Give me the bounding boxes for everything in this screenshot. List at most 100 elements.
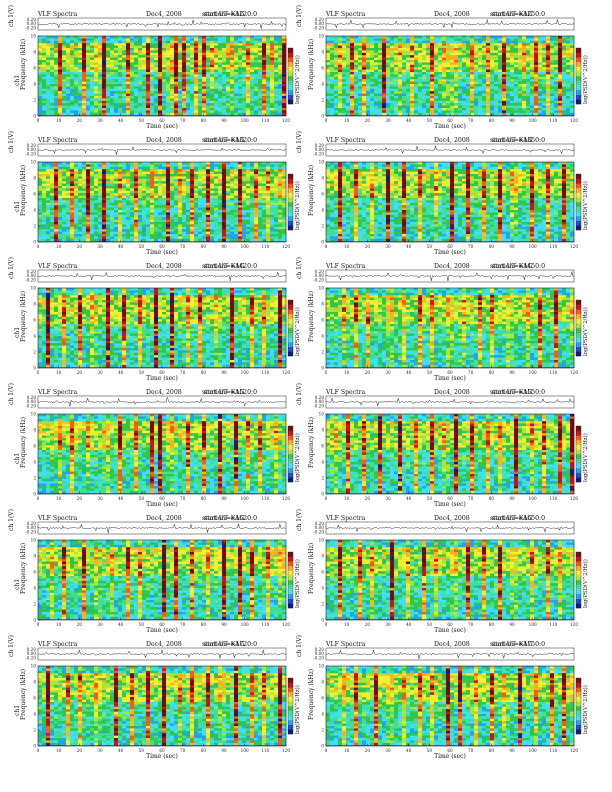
spectrogram-cell (458, 77, 462, 80)
spectrogram-cell (58, 196, 62, 199)
spectrogram-cell (230, 91, 234, 94)
spectrogram-cell (154, 89, 158, 92)
spectrogram-cell (450, 98, 454, 101)
spectrogram-cell (150, 82, 154, 85)
spectrogram-cell (122, 46, 126, 49)
spectrogram-cell (506, 60, 510, 63)
spectrogram-cell (78, 67, 82, 70)
spectrogram-cell (534, 89, 538, 92)
spectrogram-cell (462, 62, 466, 65)
spectrogram-cell (38, 172, 42, 175)
spectrogram-cell (418, 82, 422, 85)
spectrogram-cell (42, 222, 46, 225)
spectrogram-cell (62, 94, 66, 97)
spectrogram-cell (374, 106, 378, 109)
spectrogram-cell (462, 106, 466, 109)
spectrogram-cell (546, 113, 550, 116)
spectrogram-cell (354, 103, 358, 106)
spectrogram-cell (206, 108, 210, 111)
spectrogram-cell (550, 50, 554, 53)
spectrogram-cell (562, 91, 566, 94)
spectrogram-cell (446, 82, 450, 85)
spectrogram-cell (526, 65, 530, 68)
colorbar-segment (288, 90, 293, 95)
spectrogram-cell (386, 82, 390, 85)
spectrogram-cell (54, 208, 58, 211)
spectrogram-cell (62, 205, 66, 208)
spectrogram-cell (282, 62, 286, 65)
spectrogram-cell (278, 79, 282, 82)
spectrogram-cell (270, 67, 274, 70)
spectrogram-cell (118, 94, 122, 97)
spectrogram-cell (158, 86, 162, 89)
spectrogram-cell (274, 108, 278, 111)
colorbar-segment (576, 99, 581, 104)
spectrogram-cell (426, 108, 430, 111)
spectrogram-cell (390, 98, 394, 101)
spectrogram-cell (242, 77, 246, 80)
spectrogram-cell (62, 215, 66, 218)
spectrogram-cell (354, 48, 358, 51)
spectrogram-cell (346, 98, 350, 101)
spectrogram-cell (142, 36, 146, 39)
spectrogram-cell (434, 62, 438, 65)
spectrogram-cell (206, 55, 210, 58)
spectrogram-cell (414, 43, 418, 46)
spectrogram-cell (182, 62, 186, 65)
spectrogram-cell (402, 38, 406, 41)
spectrogram-cell (446, 79, 450, 82)
spectrogram-cell (178, 55, 182, 58)
spectrogram-cell (194, 53, 198, 56)
spectrogram-cell (366, 70, 370, 73)
spectrogram-cell (418, 72, 422, 75)
spectrogram-cell (478, 50, 482, 53)
spectrogram-cell (158, 79, 162, 82)
spectrogram-cell (62, 232, 66, 235)
spectrogram-cell (86, 41, 90, 44)
spectrogram-cell (406, 72, 410, 75)
spectrogram-cell (222, 55, 226, 58)
spectrogram-cell (486, 50, 490, 53)
spectrogram-cell (382, 70, 386, 73)
spectrogram-cell (406, 101, 410, 104)
spectrogram-cell (454, 110, 458, 113)
spectrogram-cell (570, 108, 574, 111)
spectrogram-cell (434, 77, 438, 80)
spectrogram-cell (178, 101, 182, 104)
spectrogram-cell (206, 110, 210, 113)
spectrogram-cell (210, 77, 214, 80)
spectrogram-cell (110, 70, 114, 73)
spectrogram-cell (274, 55, 278, 58)
spectrogram-cell (534, 108, 538, 111)
spectrogram-cell (282, 82, 286, 85)
spectrogram-cell (326, 43, 330, 46)
spectrogram-cell (82, 74, 86, 77)
spectrogram-cell (538, 41, 542, 44)
spectrogram-cell (366, 38, 370, 41)
spectrogram-cell (262, 46, 266, 49)
spectrogram-cell (66, 196, 70, 199)
spectrogram-cell (66, 179, 70, 182)
y-axis-channel-label: ch1 (14, 75, 21, 86)
spectrogram-cell (470, 41, 474, 44)
spectrogram-cell (538, 96, 542, 99)
spectrogram-cell (358, 79, 362, 82)
spectrogram-cell (166, 89, 170, 92)
spectrogram-cell (90, 103, 94, 106)
spectrogram-cell (86, 108, 90, 111)
spectrogram-cell (470, 79, 474, 82)
spectrogram-cell (470, 110, 474, 113)
x-tick-label: 30 (385, 118, 391, 123)
spectrogram-cell (442, 65, 446, 68)
spectrogram-cell (402, 110, 406, 113)
spectrogram-cell (542, 106, 546, 109)
spectrogram-cell (122, 84, 126, 87)
spectrogram-cell (222, 96, 226, 99)
spectrogram-cell (86, 103, 90, 106)
spectrogram-cell (66, 227, 70, 230)
spectrogram-cell (246, 62, 250, 65)
x-tick-label: 50 (427, 118, 433, 123)
spectrogram-cell (166, 53, 170, 56)
spectrogram-cell (510, 62, 514, 65)
spectrogram-cell (138, 43, 142, 46)
